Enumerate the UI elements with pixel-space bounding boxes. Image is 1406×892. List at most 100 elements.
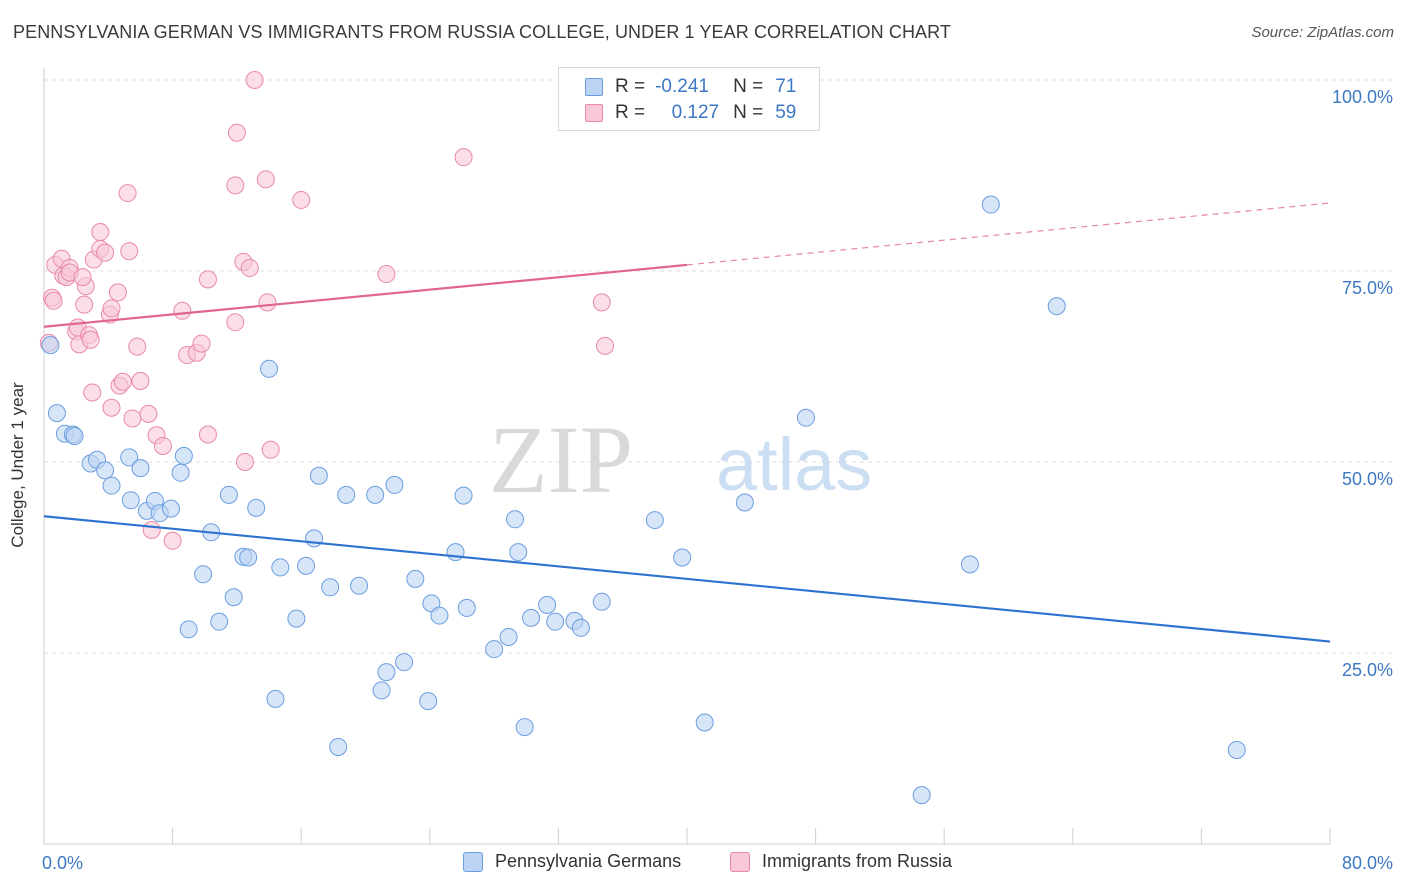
data-point-immigrants-from-russia xyxy=(118,184,137,203)
correlation-legend: R = -0.241 N = 71 R = 0.127 N = 59 xyxy=(558,67,820,131)
data-point-immigrants-from-russia xyxy=(102,398,121,417)
data-point-pennsylvania-germans xyxy=(47,404,66,423)
data-point-pennsylvania-germans xyxy=(271,558,290,577)
data-point-pennsylvania-germans xyxy=(161,499,180,518)
data-point-pennsylvania-germans xyxy=(305,529,324,548)
legend-n-label: N = xyxy=(733,76,764,97)
data-point-pennsylvania-germans xyxy=(499,627,518,646)
legend-r-value-pink: 0.127 xyxy=(671,102,720,123)
trend-line-immigrants-from-russia xyxy=(43,263,688,328)
data-point-pennsylvania-germans xyxy=(210,612,229,631)
data-point-pennsylvania-germans xyxy=(546,612,565,631)
legend-n-value-pink: 59 xyxy=(775,102,797,123)
data-point-immigrants-from-russia xyxy=(96,243,115,262)
data-point-immigrants-from-russia xyxy=(240,258,259,277)
data-point-immigrants-from-russia xyxy=(377,265,396,284)
source-credit: Source: ZipAtlas.com xyxy=(1251,24,1394,41)
data-point-immigrants-from-russia xyxy=(128,337,147,356)
watermark: ZIP atlas xyxy=(489,406,872,513)
data-point-pennsylvania-germans xyxy=(239,548,258,567)
data-point-immigrants-from-russia xyxy=(44,291,63,310)
data-point-pennsylvania-germans xyxy=(309,466,328,485)
data-point-immigrants-from-russia xyxy=(108,283,127,302)
legend-swatch-blue xyxy=(585,78,603,96)
data-point-pennsylvania-germans xyxy=(571,618,590,637)
series-immigrants-from-russia xyxy=(39,71,615,550)
data-point-pennsylvania-germans xyxy=(297,556,316,575)
data-point-pennsylvania-germans xyxy=(102,476,121,495)
data-point-pennsylvania-germans xyxy=(645,511,664,530)
data-point-pennsylvania-germans xyxy=(454,486,473,505)
data-point-immigrants-from-russia xyxy=(198,270,217,289)
data-point-immigrants-from-russia xyxy=(192,334,211,353)
data-point-pennsylvania-germans xyxy=(120,448,139,467)
data-point-immigrants-from-russia xyxy=(226,313,245,332)
data-point-immigrants-from-russia xyxy=(153,436,172,455)
data-point-pennsylvania-germans xyxy=(171,463,190,482)
trend-line-pennsylvania-germans xyxy=(43,515,1331,643)
data-point-immigrants-from-russia xyxy=(198,425,217,444)
data-point-immigrants-from-russia xyxy=(163,531,182,550)
data-point-pennsylvania-germans xyxy=(321,578,340,597)
legend-n-value-blue: 71 xyxy=(775,76,797,97)
data-point-pennsylvania-germans xyxy=(224,588,243,607)
data-point-immigrants-from-russia xyxy=(73,268,92,287)
data-point-pennsylvania-germans xyxy=(538,595,557,614)
data-point-immigrants-from-russia xyxy=(454,148,473,167)
legend-r-value-blue: -0.241 xyxy=(655,76,709,97)
data-point-immigrants-from-russia xyxy=(131,372,150,391)
data-point-immigrants-from-russia xyxy=(226,176,245,195)
data-point-immigrants-from-russia xyxy=(592,293,611,312)
data-point-pennsylvania-germans xyxy=(366,485,385,504)
data-point-immigrants-from-russia xyxy=(292,190,311,209)
y-tick-label: 75.0% xyxy=(1342,278,1393,298)
y-tick-label: 25.0% xyxy=(1342,660,1393,680)
data-point-pennsylvania-germans xyxy=(385,475,404,494)
data-point-pennsylvania-germans xyxy=(337,485,356,504)
data-point-immigrants-from-russia xyxy=(139,404,158,423)
data-point-immigrants-from-russia xyxy=(256,170,275,189)
data-point-pennsylvania-germans xyxy=(219,485,238,504)
chart-title: PENNSYLVANIA GERMAN VS IMMIGRANTS FROM R… xyxy=(13,22,952,42)
tick-labels: 100.0% 75.0% 50.0% 25.0% 0.0% 80.0% xyxy=(42,87,1393,873)
data-point-pennsylvania-germans xyxy=(329,737,348,756)
data-point-pennsylvania-germans xyxy=(287,609,306,628)
data-point-pennsylvania-germans xyxy=(179,620,198,639)
data-point-pennsylvania-germans xyxy=(446,543,465,562)
data-point-pennsylvania-germans xyxy=(515,718,534,737)
data-point-pennsylvania-germans xyxy=(960,555,979,574)
data-point-immigrants-from-russia xyxy=(83,383,102,402)
data-point-pennsylvania-germans xyxy=(41,336,60,355)
data-point-pennsylvania-germans xyxy=(509,543,528,562)
data-point-pennsylvania-germans xyxy=(96,461,115,480)
bottom-legend-item-immigrants-from-russia: Immigrants from Russia xyxy=(730,851,952,872)
data-point-pennsylvania-germans xyxy=(457,598,476,617)
watermark-atlas: atlas xyxy=(716,423,872,506)
data-point-pennsylvania-germans xyxy=(430,606,449,625)
bottom-legend-label-blue: Pennsylvania Germans xyxy=(495,851,682,871)
data-point-pennsylvania-germans xyxy=(65,427,84,446)
data-point-pennsylvania-germans xyxy=(194,565,213,584)
data-point-immigrants-from-russia xyxy=(173,301,192,320)
data-point-pennsylvania-germans xyxy=(395,653,414,672)
data-point-immigrants-from-russia xyxy=(258,293,277,312)
data-point-pennsylvania-germans xyxy=(406,569,425,588)
data-point-immigrants-from-russia xyxy=(245,71,264,89)
data-point-immigrants-from-russia xyxy=(91,223,110,242)
data-point-pennsylvania-germans xyxy=(372,681,391,700)
data-point-immigrants-from-russia xyxy=(142,520,161,539)
data-point-pennsylvania-germans xyxy=(592,592,611,611)
data-point-immigrants-from-russia xyxy=(235,453,254,471)
data-point-pennsylvania-germans xyxy=(505,510,524,529)
data-point-pennsylvania-germans xyxy=(377,663,396,682)
bottom-legend-label-pink: Immigrants from Russia xyxy=(762,851,953,871)
data-point-pennsylvania-germans xyxy=(522,608,541,627)
data-point-immigrants-from-russia xyxy=(227,123,246,142)
data-point-pennsylvania-germans xyxy=(695,713,714,732)
data-point-pennsylvania-germans xyxy=(1047,297,1066,316)
trend-line-extension-immigrants-from-russia xyxy=(686,202,1331,266)
data-point-pennsylvania-germans xyxy=(419,692,438,711)
data-point-pennsylvania-germans xyxy=(485,640,504,659)
data-point-pennsylvania-germans xyxy=(796,408,815,427)
